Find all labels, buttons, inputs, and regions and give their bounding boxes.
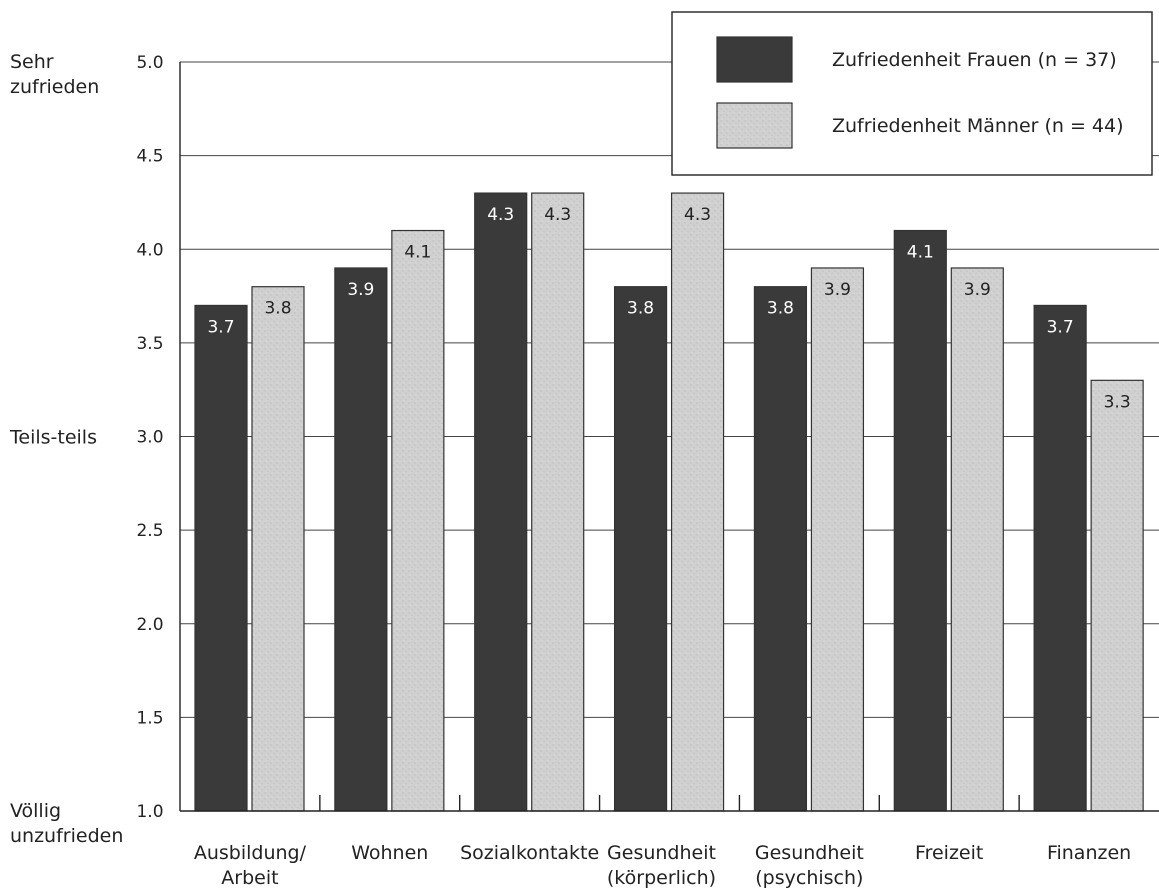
bar <box>251 286 305 812</box>
y-tick-label: 1.0 <box>136 802 163 822</box>
legend: Zufriedenheit Frauen (n = 37) Zufriedenhe… <box>671 11 1153 176</box>
bar <box>334 267 388 812</box>
bar-value-label: 4.3 <box>487 205 514 225</box>
bar-value-label: 4.1 <box>907 243 934 263</box>
bar-value-label: 4.1 <box>404 243 431 263</box>
y-tick-label: 3.0 <box>136 428 163 448</box>
bar-value-label: 3.7 <box>207 317 234 337</box>
bar-value-label: 3.8 <box>627 299 654 319</box>
bar <box>613 286 668 812</box>
y-axis-text-label: Sehr <box>10 51 54 73</box>
bar-value-label: 3.8 <box>264 299 291 319</box>
y-tick-label: 3.5 <box>136 334 163 354</box>
x-category-label: (körperlich) <box>607 867 716 889</box>
x-category-label: Arbeit <box>221 867 278 889</box>
bar-value-label: 3.9 <box>824 280 851 300</box>
bars: 3.7 3.8 3.9 4.1 4.3 4.3 3.8 4.3 3.8 3.9 4.1 3.9 3.7 3… <box>194 192 1144 812</box>
x-category-label: Gesundheit <box>755 842 864 864</box>
bar <box>950 267 1004 812</box>
bar-value-label: 3.3 <box>1104 392 1131 412</box>
bar-value-label: 3.8 <box>767 299 794 319</box>
legend-label: Zufriedenheit Frauen (n = 37) <box>832 49 1117 71</box>
y-tick-label: 2.5 <box>136 521 163 541</box>
bar <box>670 192 725 812</box>
x-category-label: Ausbildung/ <box>194 842 307 864</box>
x-category-label: (psychisch) <box>755 867 863 889</box>
y-axis-text-label: Völlig <box>10 800 61 822</box>
x-axis: Ausbildung/Arbeit Wohnen Sozialkontakte Ges… <box>179 62 1159 889</box>
x-category-label: Freizeit <box>915 842 983 864</box>
bar <box>810 267 865 812</box>
y-axis-text-label: zufrieden <box>10 76 99 98</box>
y-tick-label: 1.5 <box>136 708 163 728</box>
bar-value-label: 3.7 <box>1047 317 1074 337</box>
y-tick-label: 4.0 <box>136 240 163 260</box>
bar <box>474 192 528 812</box>
bar <box>194 304 248 812</box>
bar-value-label: 3.9 <box>347 280 374 300</box>
legend-swatch <box>716 102 793 149</box>
y-axis-text-label: Teils-teils <box>9 427 97 449</box>
x-category-label: Wohnen <box>351 842 428 864</box>
bar <box>391 229 445 812</box>
bar <box>893 229 947 812</box>
x-category-label: Finanzen <box>1047 842 1131 864</box>
y-tick-label: 4.5 <box>136 147 163 167</box>
bar-value-label: 3.9 <box>964 280 991 300</box>
legend-swatch <box>716 36 793 83</box>
legend-label: Zufriedenheit Männer (n = 44) <box>832 115 1124 137</box>
x-category-label: Sozialkontakte <box>460 842 599 864</box>
bar <box>1033 304 1087 812</box>
x-category-label: Gesundheit <box>607 842 716 864</box>
y-axis: 1.0 1.5 2.0 2.5 3.0 3.5 4.0 4.5 5.0 Sehr zufrieden… <box>9 51 164 847</box>
bar <box>1090 379 1144 812</box>
y-axis-text-label: unzufrieden <box>10 825 123 847</box>
bar-value-label: 4.3 <box>684 205 711 225</box>
bar <box>531 192 585 812</box>
y-tick-label: 2.0 <box>136 615 163 635</box>
bar-value-label: 4.3 <box>544 205 571 225</box>
y-tick-label: 5.0 <box>136 53 163 73</box>
bar <box>753 286 808 812</box>
